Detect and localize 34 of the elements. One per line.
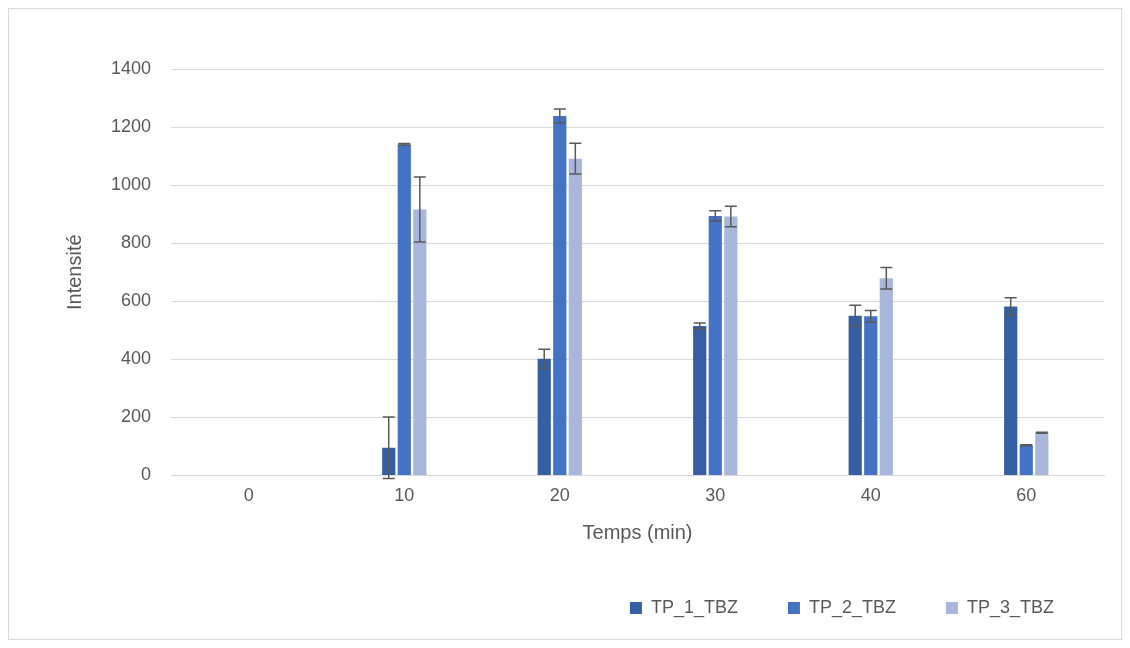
y-tick-label: 600 bbox=[121, 290, 152, 311]
bar bbox=[848, 315, 862, 475]
bar bbox=[537, 358, 551, 475]
y-tick-label: 400 bbox=[121, 348, 152, 369]
x-axis-title: Temps (min) bbox=[582, 520, 693, 543]
x-tick-label: 30 bbox=[705, 485, 726, 506]
x-tick-label: 20 bbox=[549, 485, 570, 506]
x-tick-label: 60 bbox=[1016, 485, 1037, 506]
legend-label: TP_1_TBZ bbox=[650, 596, 738, 618]
y-tick-label: 1200 bbox=[111, 116, 152, 137]
y-tick-label: 0 bbox=[141, 464, 152, 485]
x-tick-label: 0 bbox=[243, 485, 254, 506]
x-tick-label: 10 bbox=[394, 485, 415, 506]
bar bbox=[693, 325, 707, 475]
bar bbox=[397, 144, 411, 475]
bar bbox=[1035, 432, 1049, 475]
bar bbox=[553, 116, 567, 475]
bar bbox=[879, 278, 893, 475]
legend-label: TP_2_TBZ bbox=[808, 596, 896, 618]
bar bbox=[382, 447, 396, 475]
y-tick-label: 800 bbox=[121, 232, 152, 253]
bar bbox=[864, 316, 878, 475]
bar bbox=[1019, 445, 1033, 475]
bar bbox=[708, 215, 722, 475]
y-tick-label: 200 bbox=[121, 406, 152, 427]
y-tick-label: 1400 bbox=[111, 57, 152, 78]
x-tick-label: 40 bbox=[860, 485, 881, 506]
bar bbox=[568, 158, 582, 475]
bar bbox=[1004, 306, 1018, 475]
bar bbox=[724, 216, 738, 475]
y-tick-label: 1000 bbox=[111, 174, 152, 195]
legend-label: TP_3_TBZ bbox=[966, 596, 1054, 618]
bar bbox=[413, 209, 427, 475]
y-axis-title: Intensité bbox=[62, 234, 85, 310]
